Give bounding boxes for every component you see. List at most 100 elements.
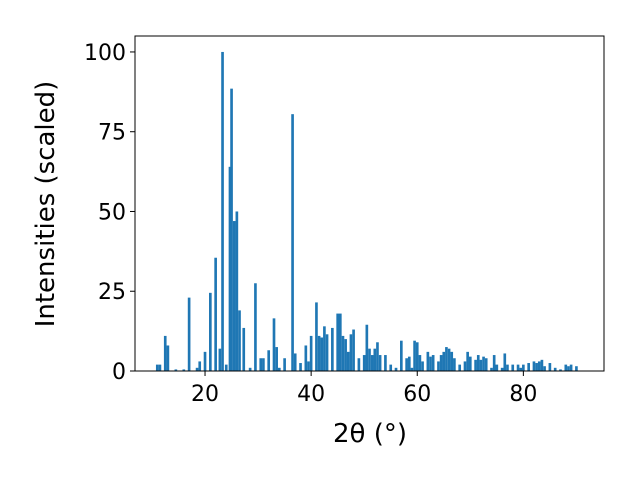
bar — [362, 355, 366, 371]
bar — [400, 340, 403, 371]
bar — [352, 329, 355, 371]
bar — [336, 313, 339, 371]
bar — [198, 361, 202, 371]
bar — [378, 355, 382, 371]
bar — [569, 364, 573, 371]
bar — [291, 114, 294, 372]
bar — [309, 335, 313, 371]
bar — [320, 337, 324, 371]
bar — [232, 221, 236, 371]
bar — [155, 364, 159, 371]
bar — [537, 361, 541, 371]
bar — [476, 355, 480, 371]
bar — [283, 358, 286, 371]
x-tick-label: 80 — [509, 382, 537, 407]
bar — [418, 355, 422, 371]
bar — [500, 367, 504, 371]
bar — [442, 351, 446, 371]
bar — [238, 310, 241, 371]
bar — [221, 51, 224, 371]
bar — [214, 257, 217, 371]
bar — [267, 350, 271, 371]
bar — [218, 348, 222, 371]
bar — [262, 358, 265, 371]
bar — [413, 340, 416, 371]
bar — [511, 364, 515, 371]
bar — [527, 363, 530, 371]
bar — [224, 364, 228, 371]
bar — [495, 364, 499, 371]
bar — [439, 355, 443, 371]
bar — [228, 166, 232, 371]
bar — [248, 367, 252, 371]
bar — [410, 367, 414, 371]
bar — [235, 211, 239, 371]
bar — [405, 358, 408, 371]
bar — [553, 367, 557, 371]
bar — [429, 356, 432, 371]
bar — [575, 366, 578, 371]
bar — [564, 364, 568, 371]
bar — [506, 364, 509, 371]
plot-frame — [134, 35, 605, 372]
bar — [166, 345, 170, 371]
bar — [242, 327, 246, 371]
bar — [479, 359, 483, 371]
bar — [394, 367, 398, 371]
bar — [474, 359, 477, 371]
bar — [516, 364, 520, 371]
bar — [389, 364, 393, 371]
bar — [503, 353, 507, 371]
bar — [304, 345, 308, 371]
x-axis-label: 2θ (°) — [333, 419, 407, 449]
bar — [368, 348, 371, 371]
y-tick-label: 75 — [98, 121, 126, 146]
bar — [182, 369, 186, 371]
bar — [447, 348, 451, 371]
bar — [519, 367, 523, 371]
x-tick-label: 40 — [297, 382, 325, 407]
bar — [315, 302, 318, 371]
bar — [254, 283, 257, 371]
bar — [293, 353, 297, 371]
bar — [535, 363, 538, 371]
bar — [187, 297, 191, 371]
x-tick-label: 20 — [191, 382, 219, 407]
bar — [540, 359, 544, 371]
bar — [373, 348, 377, 371]
bar — [492, 355, 496, 371]
bar — [344, 339, 347, 371]
bar — [450, 351, 454, 371]
bar — [490, 367, 493, 371]
bar — [468, 356, 472, 371]
bar — [323, 326, 326, 371]
bar — [272, 318, 276, 371]
bar — [522, 364, 525, 371]
bar — [548, 363, 552, 371]
bar — [445, 347, 448, 371]
bar — [195, 367, 199, 371]
bar — [341, 335, 345, 371]
bar — [346, 351, 350, 371]
bar — [230, 88, 233, 372]
bar — [458, 364, 462, 371]
bar — [426, 351, 430, 371]
bar — [163, 335, 167, 371]
bar — [331, 327, 334, 371]
bar — [415, 342, 419, 371]
y-tick-label: 25 — [98, 280, 126, 305]
bar — [325, 334, 329, 371]
bar — [482, 356, 485, 371]
y-tick-label: 100 — [84, 41, 126, 66]
bar — [174, 369, 178, 371]
bar — [453, 358, 456, 371]
bar — [259, 358, 263, 371]
bar — [357, 358, 361, 371]
bar — [203, 351, 207, 371]
bar — [277, 367, 281, 371]
bar — [275, 347, 278, 371]
bar — [209, 292, 212, 371]
bar — [384, 355, 387, 371]
bar — [365, 324, 369, 371]
